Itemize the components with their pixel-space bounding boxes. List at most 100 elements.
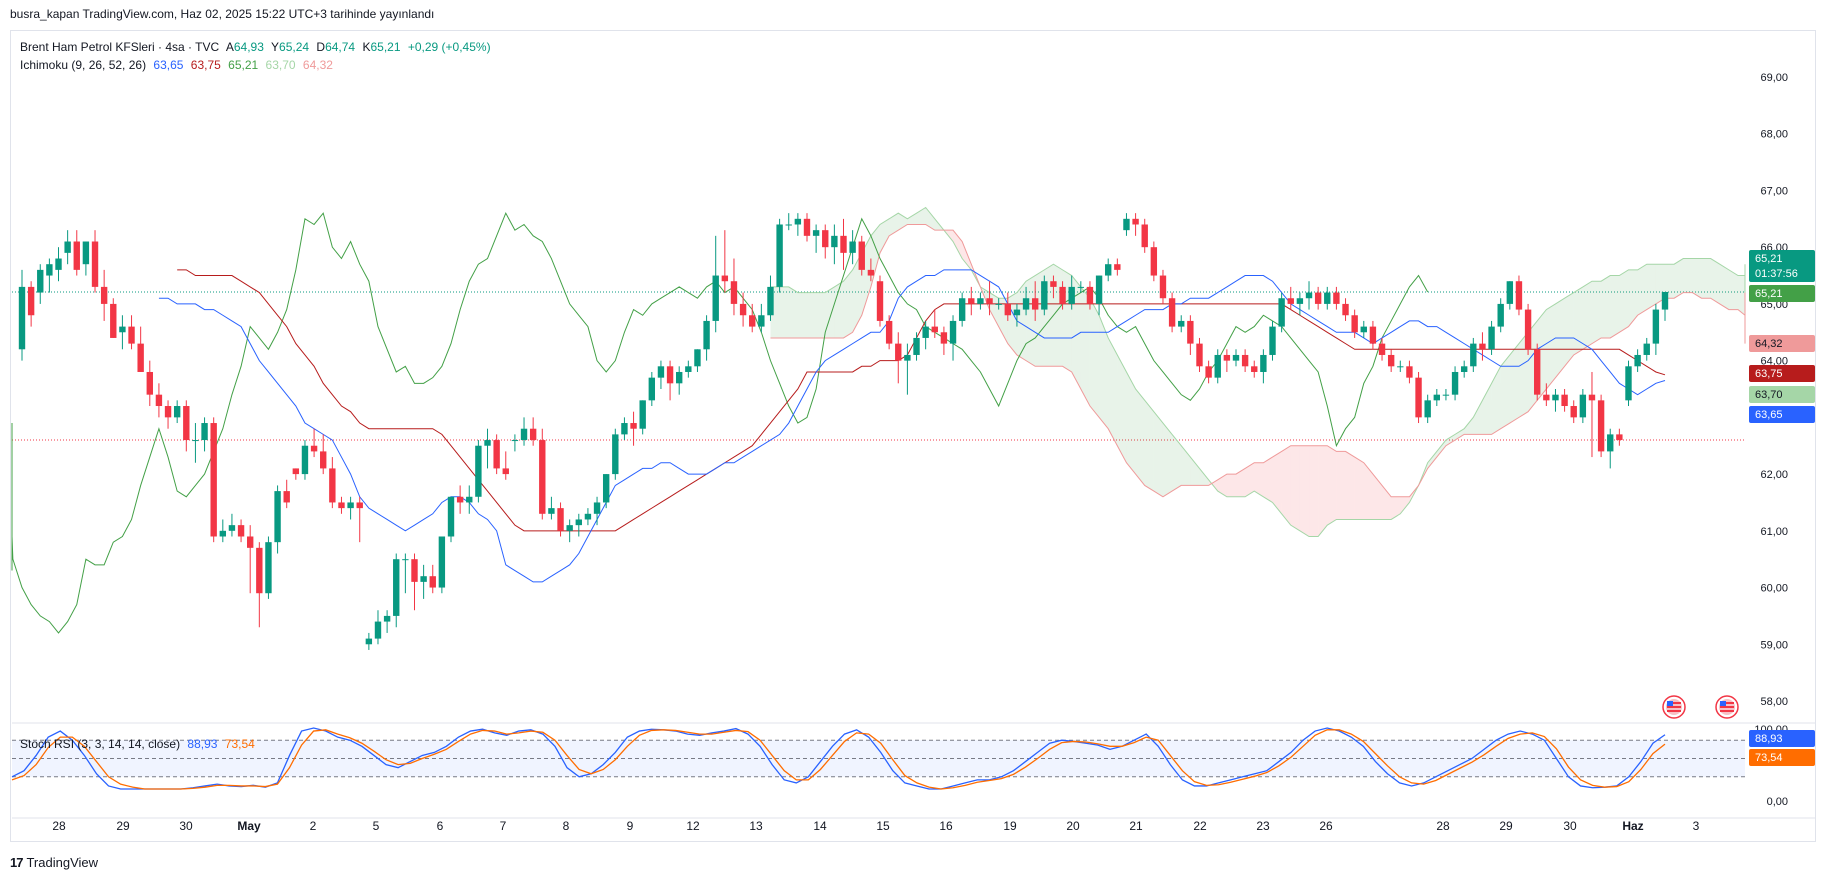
ichimoku-cloud	[770, 206, 1746, 537]
cloud-segment	[1573, 286, 1583, 355]
tradingview-logo[interactable]: 17 TradingView	[10, 855, 98, 870]
candle	[1059, 281, 1066, 310]
span-a-line	[770, 206, 1746, 537]
candle-body	[794, 218, 802, 225]
candle	[237, 519, 245, 543]
candle-body	[1114, 264, 1121, 270]
low-label: D	[316, 40, 326, 54]
candle-body	[904, 354, 911, 361]
candle-body	[100, 286, 108, 304]
candle-body	[1570, 406, 1577, 418]
price-label-bg	[1749, 250, 1815, 282]
stoch-d-value: 73,54	[224, 737, 255, 751]
price-tick-label: 62,00	[1760, 469, 1788, 481]
candle-body	[1652, 309, 1660, 344]
candle	[493, 434, 500, 475]
ichimoku-label[interactable]: Ichimoku (9, 26, 52, 26)	[20, 58, 147, 72]
candle-body	[356, 502, 363, 509]
price-label: 63,70	[1749, 386, 1815, 403]
candle-body	[621, 423, 628, 435]
cloud-segment	[1674, 258, 1684, 299]
cloud-segment	[1016, 281, 1027, 361]
candle-body	[46, 264, 53, 276]
candle	[1424, 394, 1431, 424]
cloud-segment	[1363, 462, 1373, 520]
price-label-text: 63,70	[1755, 389, 1783, 401]
candle-body	[365, 638, 373, 645]
stoch-d-line	[11, 729, 1666, 790]
us-flag-event-icon[interactable]	[1715, 695, 1739, 719]
candle-body	[420, 576, 427, 582]
candle-body	[1451, 371, 1459, 395]
candle-body	[931, 326, 938, 333]
candle	[749, 303, 756, 333]
cloud-segment	[1327, 445, 1337, 526]
candle	[630, 411, 637, 446]
candle-body	[438, 536, 446, 588]
cloud-segment	[1509, 343, 1519, 424]
cloud-segment	[898, 213, 908, 231]
candle	[593, 496, 601, 526]
candle	[758, 303, 765, 333]
candle	[812, 224, 820, 253]
span-b-value: 64,32	[302, 58, 333, 72]
candle	[502, 451, 509, 480]
kijun-value: 63,75	[190, 58, 221, 72]
time-tick-label: 19	[1003, 819, 1017, 833]
candle-body	[1123, 218, 1130, 231]
candle	[411, 553, 418, 611]
candle	[1187, 315, 1194, 355]
candle	[219, 519, 227, 543]
candle	[1524, 303, 1532, 355]
candle	[338, 496, 345, 514]
candle	[1077, 281, 1085, 293]
cloud-segment	[1254, 462, 1264, 497]
candle-body	[292, 468, 300, 475]
candle-body	[840, 235, 847, 253]
candle-body	[146, 371, 153, 395]
candle	[484, 428, 491, 469]
open-label: A	[225, 40, 234, 54]
candle-body	[119, 326, 126, 333]
candle	[1515, 275, 1523, 316]
candle	[1305, 281, 1313, 310]
candle	[119, 315, 126, 350]
stoch-k-line	[11, 727, 1666, 790]
candle	[1597, 394, 1605, 458]
stoch-label[interactable]: Stoch RSI (3, 3, 14, 14, close)	[20, 737, 181, 751]
candle-body	[110, 303, 117, 338]
price-tick-label: 61,00	[1760, 526, 1788, 538]
candle-body	[18, 286, 26, 350]
price-label-bg	[1749, 285, 1815, 302]
cloud-segment	[825, 286, 835, 338]
candle-body	[922, 326, 929, 338]
candle	[1561, 389, 1568, 412]
us-flag-event-icon[interactable]	[1662, 695, 1686, 719]
candle-body	[849, 241, 856, 253]
symbol-name[interactable]: Brent Ham Petrol KFSleri · 4sa · TVC	[20, 40, 220, 54]
candle	[1588, 371, 1596, 458]
candle	[347, 496, 354, 520]
candle-body	[520, 428, 528, 441]
candle-body	[995, 303, 1002, 305]
candle	[100, 269, 108, 321]
candle	[438, 536, 446, 594]
candle-body	[1050, 281, 1057, 287]
candle-body	[1333, 292, 1340, 304]
stoch-k-value: 88,93	[187, 737, 218, 751]
cloud-segment	[907, 213, 917, 225]
cloud-segment	[1099, 315, 1109, 429]
cloud-segment	[1491, 366, 1501, 435]
candle-body	[895, 343, 902, 361]
candle	[1643, 337, 1650, 361]
stoch-label-bg	[1749, 730, 1815, 747]
cloud-segment	[1445, 434, 1456, 446]
candle-body	[803, 218, 811, 236]
candle-body	[721, 275, 729, 282]
candle	[1031, 281, 1039, 321]
candle-body	[1360, 326, 1367, 333]
candle	[931, 309, 938, 338]
candle	[201, 417, 208, 452]
